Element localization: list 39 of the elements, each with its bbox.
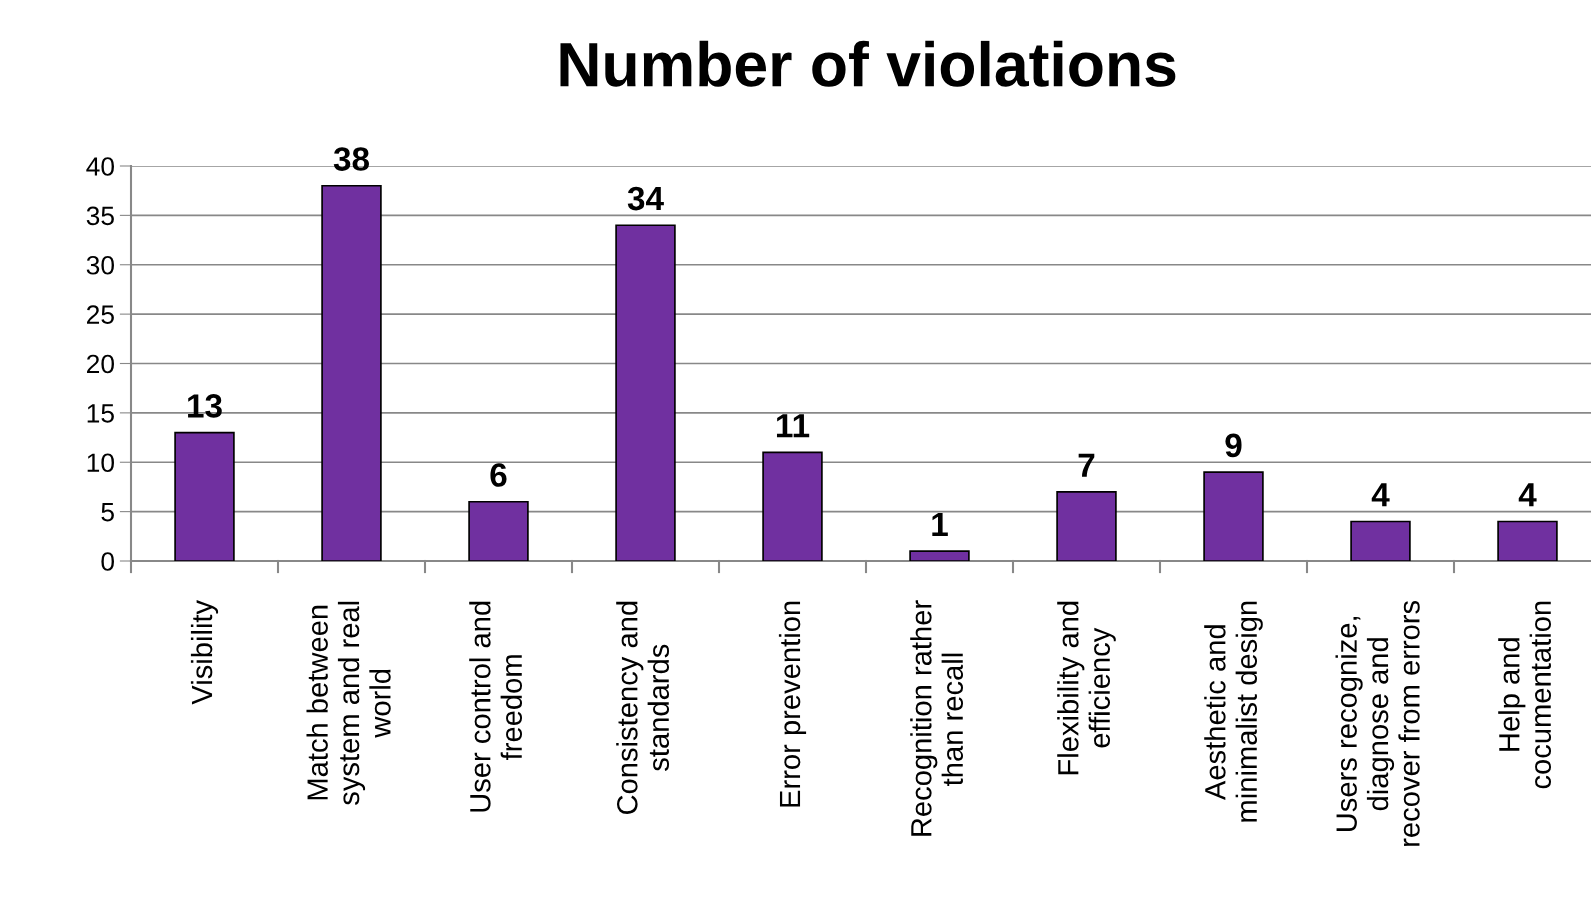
data-label: 38 [333, 147, 370, 171]
bar [321, 184, 382, 561]
bar [909, 550, 970, 561]
data-label: 4 [1371, 483, 1390, 507]
x-tick-label: Recognition rather than recall [910, 600, 964, 836]
bar [1497, 520, 1558, 561]
bar [1350, 520, 1411, 561]
data-label: 34 [627, 186, 664, 211]
bar [1203, 471, 1264, 561]
x-tick-label: Error prevention [778, 601, 807, 807]
bar [1056, 491, 1117, 561]
data-label: 13 [188, 394, 222, 418]
bar [762, 451, 823, 561]
data-label: 11 [776, 414, 810, 438]
x-tick-label: Consistency and standards [616, 601, 670, 815]
data-label: 1 [932, 512, 948, 536]
data-label: 4 [1518, 483, 1537, 507]
x-tick-label: Users recognize, diagnose and recover from errors [1335, 600, 1420, 846]
y-tick-label: 25 [87, 305, 114, 324]
y-tick-label: 30 [86, 255, 114, 275]
data-label: 9 [1225, 433, 1242, 458]
bar [615, 224, 676, 561]
y-tick-label: 0 [101, 552, 114, 571]
x-tick-label: Help and cocumentation [1498, 601, 1552, 789]
x-tick-label: Visibility [190, 599, 219, 705]
x-tick-label: Match between system and real world [306, 601, 391, 805]
y-tick-label: 15 [87, 404, 114, 423]
data-label: 7 [1078, 453, 1095, 477]
y-tick-label: 10 [87, 453, 114, 473]
x-tick-label: Aesthetic and minimalist design [1204, 601, 1263, 822]
data-label: 6 [490, 463, 507, 487]
bar [174, 431, 235, 561]
y-tick-label: 35 [86, 206, 114, 226]
x-tick-label: User control and freedom [469, 601, 523, 812]
bar [468, 500, 529, 561]
y-tick-label: 5 [101, 503, 114, 522]
y-tick-label: 20 [87, 354, 114, 374]
y-tick-label: 40 [86, 157, 114, 176]
chart-title: Number of violations [560, 40, 1176, 87]
